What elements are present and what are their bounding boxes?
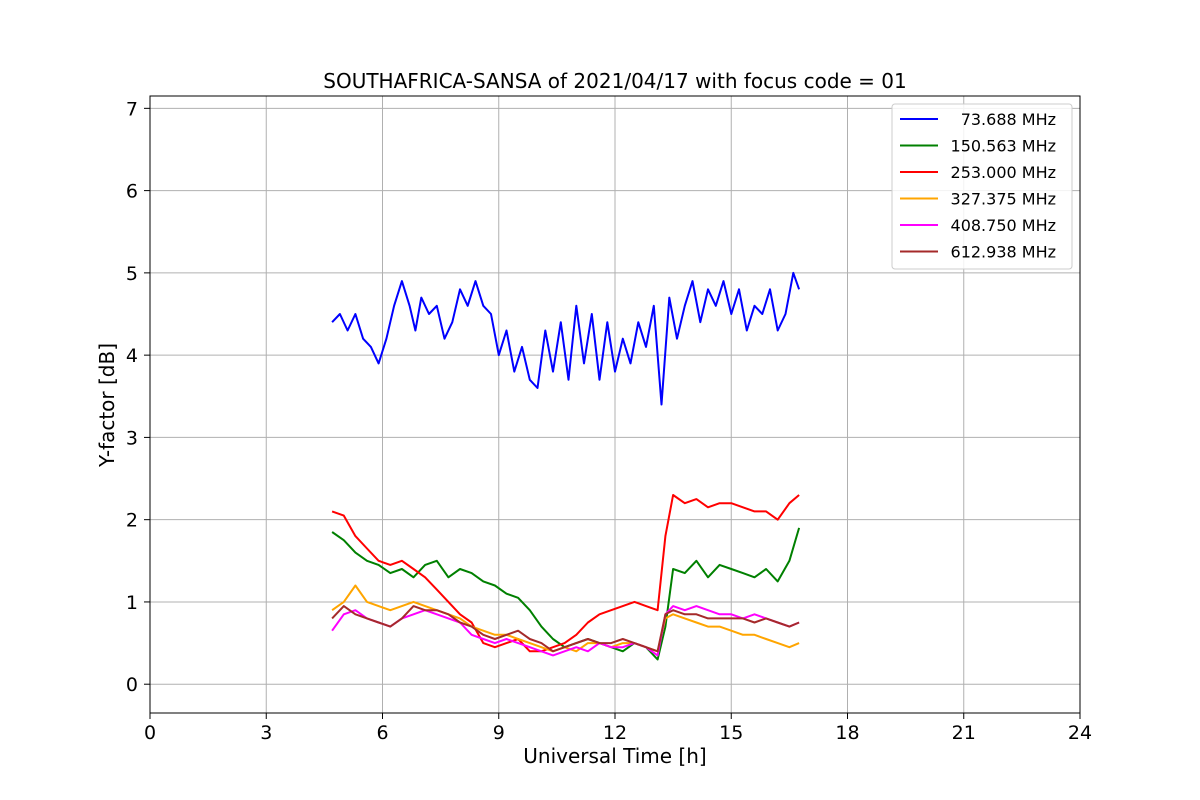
legend-entry: 327.375 MHz (951, 190, 1056, 209)
series-line-2 (331, 494, 800, 653)
legend: 73.688 MHz 150.563 MHz 253.000 MHz 327.375 … (891, 103, 1073, 270)
x-axis-label: Universal Time [h] (523, 744, 706, 768)
series-layer (331, 271, 801, 661)
series-line-5 (331, 605, 800, 653)
legend-entry: 73.688 MHz (961, 110, 1056, 129)
legend-entry: 253.000 MHz (951, 163, 1056, 182)
y-tick-label: 4 (126, 345, 138, 367)
legend-entry: 150.563 MHz (951, 137, 1056, 156)
legend-entry: 408.750 MHz (951, 216, 1056, 235)
x-tick-label: 6 (376, 722, 388, 744)
chart-title: SOUTHAFRICA-SANSA of 2021/04/17 with foc… (323, 69, 907, 93)
x-tick-label: 3 (260, 722, 272, 744)
y-axis-label: Y-factor [dB] (95, 343, 119, 468)
x-tick-label: 9 (493, 722, 505, 744)
series-line-4 (331, 605, 800, 657)
x-tick-label: 18 (835, 722, 859, 744)
series-line-0 (331, 271, 801, 406)
x-tick-label: 0 (144, 722, 156, 744)
y-tick-label: 6 (126, 181, 138, 203)
y-tick-label: 2 (126, 510, 138, 532)
y-tick-label: 1 (126, 592, 138, 614)
y-tick-label: 5 (126, 263, 138, 285)
legend-entry: 612.938 MHz (951, 243, 1056, 262)
x-tick-label: 15 (719, 722, 743, 744)
x-tick-label: 12 (603, 722, 627, 744)
x-tick-label: 21 (952, 722, 976, 744)
y-tick-label: 7 (126, 98, 138, 120)
y-tick-label: 3 (126, 427, 138, 449)
x-tick-label: 24 (1068, 722, 1092, 744)
y-tick-label: 0 (126, 674, 138, 696)
